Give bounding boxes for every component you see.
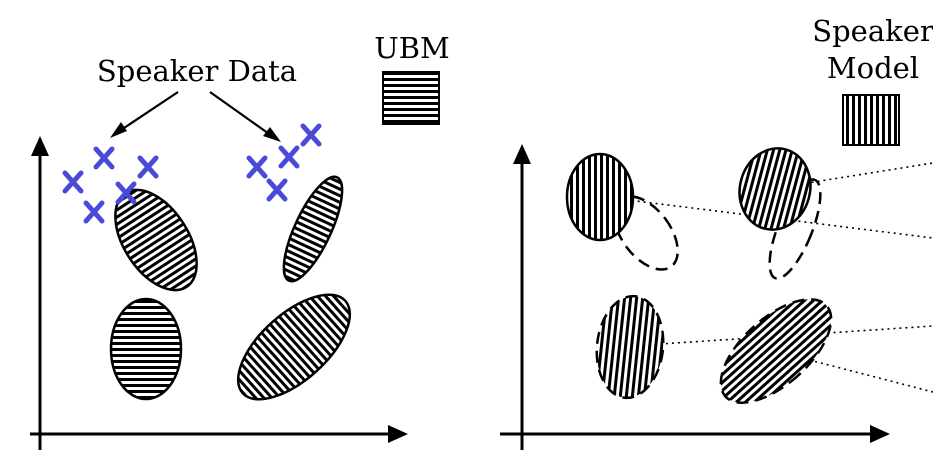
speaker-gaussian-1 xyxy=(565,152,635,242)
ubm-gaussian-3 xyxy=(109,297,183,401)
speaker-gaussian-3 xyxy=(595,294,665,400)
speaker-model-gaussians xyxy=(565,147,833,404)
speaker-model-label-line1: Speaker xyxy=(812,14,933,48)
ubm-label: UBM xyxy=(374,31,449,65)
data-point xyxy=(300,123,322,147)
left-axes xyxy=(30,136,408,450)
right-axes xyxy=(500,144,890,450)
speaker-data-arrows xyxy=(110,91,281,142)
data-point xyxy=(278,145,300,169)
data-point xyxy=(115,181,137,205)
ubm-legend-swatch xyxy=(382,71,440,125)
speaker-model-label-line2: Model xyxy=(827,51,919,85)
ubm-gaussians xyxy=(109,175,352,401)
speaker-model-legend-swatch xyxy=(842,94,900,146)
data-point xyxy=(266,178,288,202)
ubm-gaussian-1 xyxy=(114,188,198,292)
data-point xyxy=(246,155,268,179)
data-point xyxy=(83,200,105,224)
speaker-data-points xyxy=(62,123,322,224)
ubm-gaussian-2 xyxy=(282,175,344,283)
speaker-gaussian-4 xyxy=(719,298,833,404)
left-panel: Speaker Data UBM xyxy=(30,31,450,450)
data-point xyxy=(137,155,159,179)
speaker-data-label: Speaker Data xyxy=(97,54,297,88)
right-panel: Speaker Model xyxy=(500,14,933,450)
speaker-gaussian-2 xyxy=(738,147,812,231)
data-point xyxy=(62,170,84,194)
data-point xyxy=(93,146,115,170)
ubm-gaussian-4 xyxy=(236,293,352,401)
